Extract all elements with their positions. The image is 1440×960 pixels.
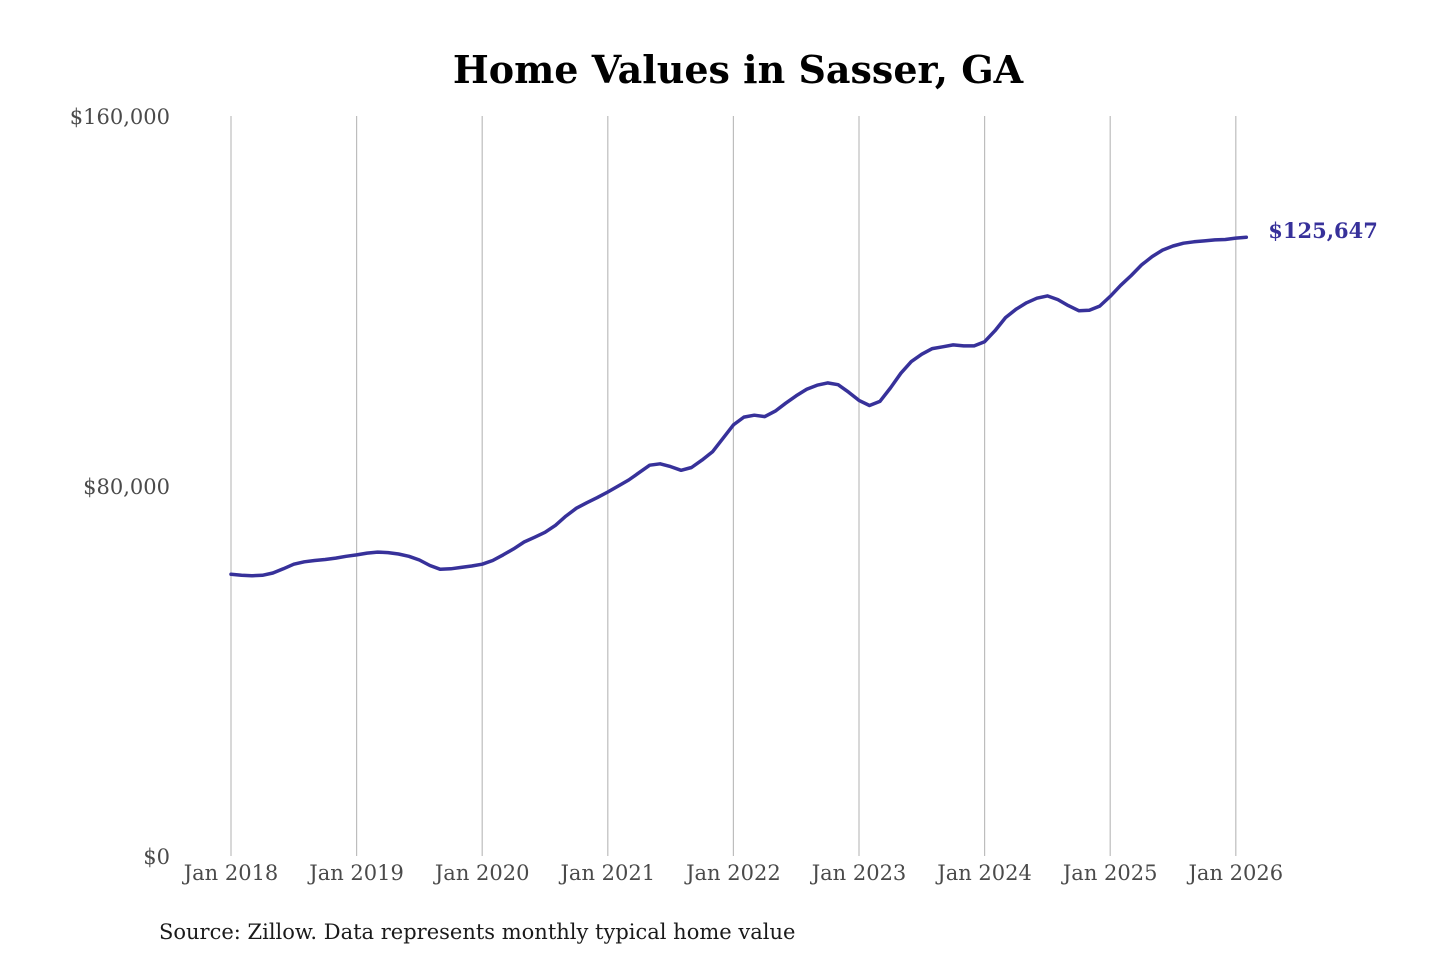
x-tick-label: Jan 2026 bbox=[1187, 861, 1284, 885]
source-note: Source: Zillow. Data represents monthly … bbox=[159, 920, 795, 944]
x-axis-tick-labels: Jan 2018 Jan 2019 Jan 2020 Jan 2021 Jan 2022… bbox=[182, 861, 1283, 885]
x-tick-label: Jan 2022 bbox=[684, 861, 781, 885]
x-tick-label: Jan 2021 bbox=[559, 861, 656, 885]
end-value-label: $125,647 bbox=[1268, 218, 1378, 243]
vertical-gridlines bbox=[230, 116, 1237, 856]
x-tick-label: Jan 2025 bbox=[1061, 861, 1158, 885]
x-tick-label: Jan 2019 bbox=[307, 861, 404, 885]
series-group: $125,647 bbox=[229, 218, 1378, 578]
chart-title: Home Values in Sasser, GA bbox=[453, 47, 1024, 92]
y-tick-label: $0 bbox=[143, 845, 170, 869]
y-axis-tick-labels: $0 $80,000 $160,000 bbox=[70, 105, 170, 869]
x-tick-label: Jan 2018 bbox=[182, 861, 279, 885]
y-tick-label: $80,000 bbox=[83, 475, 170, 499]
y-tick-label: $160,000 bbox=[70, 105, 170, 129]
x-tick-label: Jan 2020 bbox=[433, 861, 530, 885]
x-tick-label: Jan 2024 bbox=[935, 861, 1032, 885]
series-line-0 bbox=[229, 235, 1249, 578]
x-tick-label: Jan 2023 bbox=[810, 861, 907, 885]
